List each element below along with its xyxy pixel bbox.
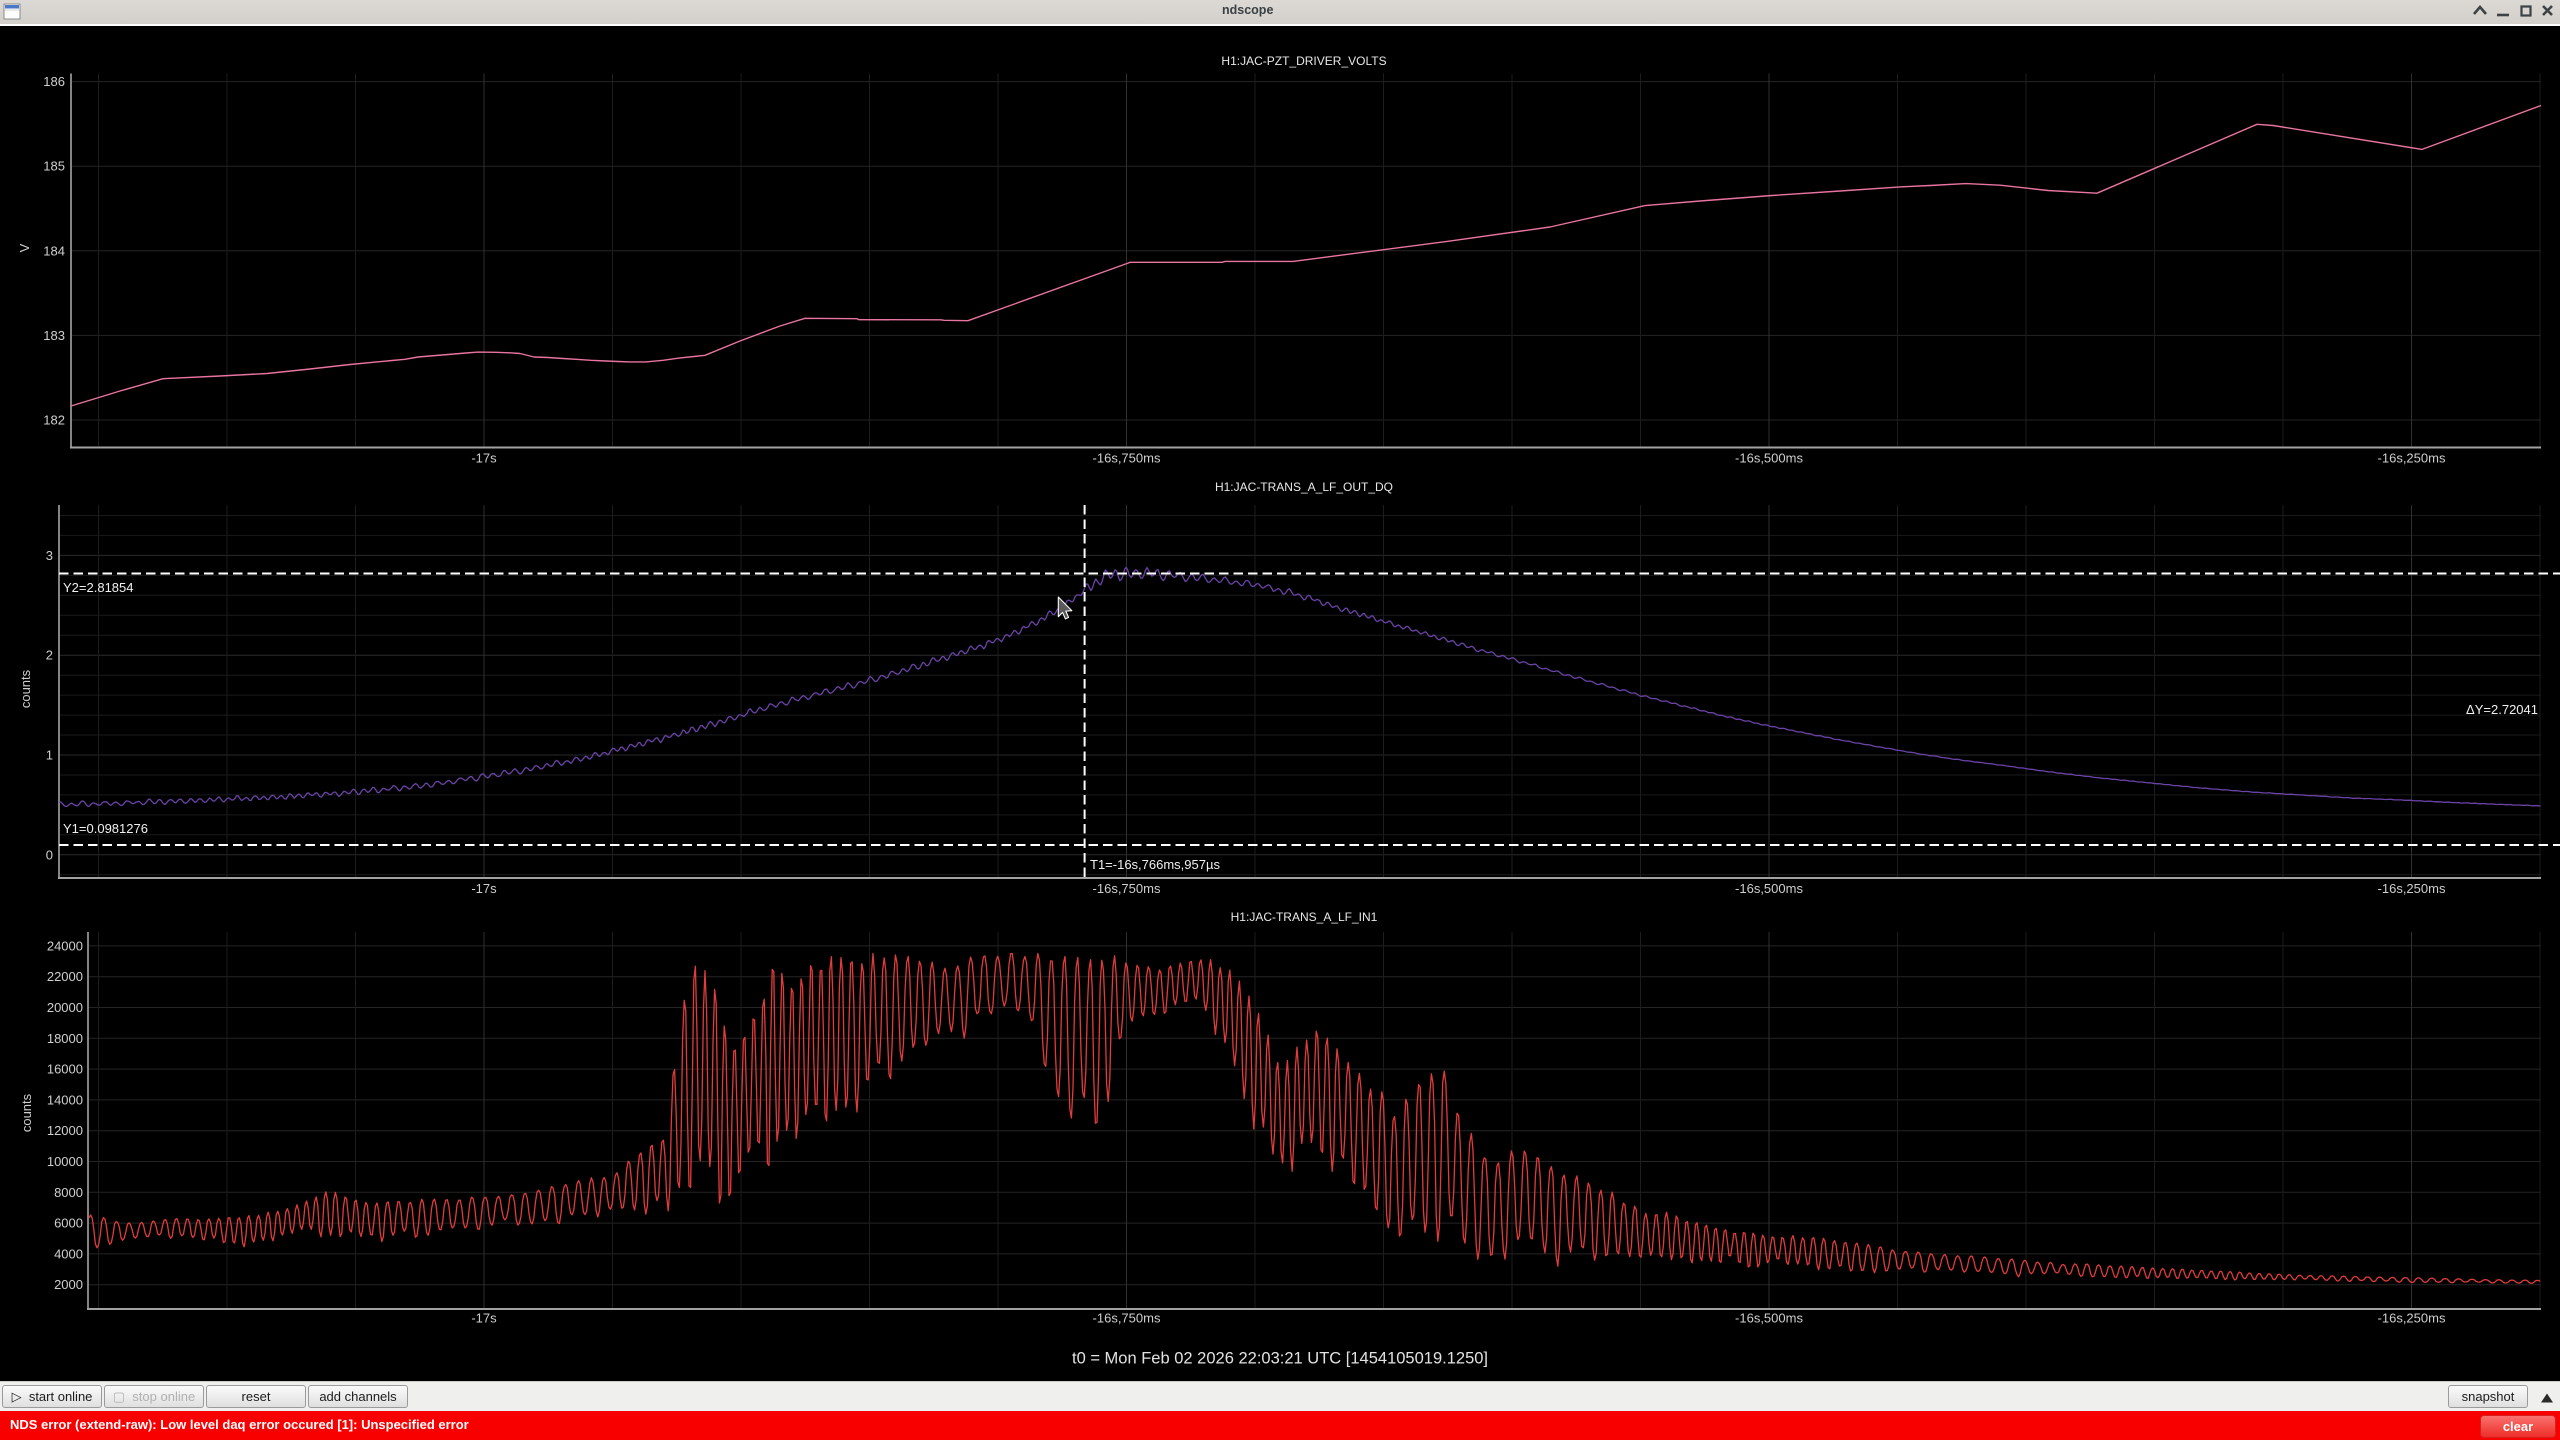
svg-text:4000: 4000 xyxy=(54,1246,83,1261)
svg-text:counts: counts xyxy=(18,669,33,708)
svg-text:counts: counts xyxy=(19,1093,34,1132)
svg-text:183: 183 xyxy=(43,328,65,343)
svg-text:H1:JAC-TRANS_A_LF_IN1: H1:JAC-TRANS_A_LF_IN1 xyxy=(1231,910,1378,924)
svg-text:2000: 2000 xyxy=(54,1277,83,1292)
svg-text:22000: 22000 xyxy=(47,969,83,984)
svg-text:184: 184 xyxy=(43,243,65,258)
svg-text:186: 186 xyxy=(43,74,65,89)
svg-text:Y2=2.81854: Y2=2.81854 xyxy=(63,580,133,595)
svg-text:-16s,750ms: -16s,750ms xyxy=(1093,451,1161,466)
svg-text:-16s,500ms: -16s,500ms xyxy=(1735,451,1803,466)
svg-text:20000: 20000 xyxy=(47,1000,83,1015)
svg-text:-16s,500ms: -16s,500ms xyxy=(1735,1311,1803,1326)
svg-text:3: 3 xyxy=(46,548,53,563)
svg-text:Y1=0.0981276: Y1=0.0981276 xyxy=(63,821,148,836)
svg-text:185: 185 xyxy=(43,159,65,174)
svg-text:-16s,750ms: -16s,750ms xyxy=(1093,881,1161,896)
svg-text:-17s: -17s xyxy=(471,451,497,466)
svg-text:-16s,250ms: -16s,250ms xyxy=(2378,881,2446,896)
svg-text:H1:JAC-PZT_DRIVER_VOLTS: H1:JAC-PZT_DRIVER_VOLTS xyxy=(1221,54,1386,68)
svg-text:H1:JAC-TRANS_A_LF_OUT_DQ: H1:JAC-TRANS_A_LF_OUT_DQ xyxy=(1215,480,1393,494)
svg-text:T1=-16s,766ms,957µs: T1=-16s,766ms,957µs xyxy=(1090,857,1220,872)
svg-text:-17s: -17s xyxy=(471,1311,497,1326)
svg-text:8000: 8000 xyxy=(54,1185,83,1200)
svg-text:18000: 18000 xyxy=(47,1031,83,1046)
svg-text:-16s,500ms: -16s,500ms xyxy=(1735,881,1803,896)
svg-text:12000: 12000 xyxy=(47,1123,83,1138)
svg-text:2: 2 xyxy=(46,648,53,663)
svg-text:0: 0 xyxy=(46,847,53,862)
svg-text:24000: 24000 xyxy=(47,938,83,953)
svg-text:-16s,250ms: -16s,250ms xyxy=(2378,451,2446,466)
svg-text:182: 182 xyxy=(43,413,65,428)
svg-text:16000: 16000 xyxy=(47,1062,83,1077)
svg-text:1: 1 xyxy=(46,748,53,763)
svg-text:10000: 10000 xyxy=(47,1154,83,1169)
svg-text:14000: 14000 xyxy=(47,1092,83,1107)
svg-text:-16s,250ms: -16s,250ms xyxy=(2378,1311,2446,1326)
svg-text:-17s: -17s xyxy=(471,881,497,896)
svg-text:ΔY=2.72041: ΔY=2.72041 xyxy=(2466,702,2538,717)
svg-text:-16s,750ms: -16s,750ms xyxy=(1093,1311,1161,1326)
svg-text:V: V xyxy=(17,243,32,252)
svg-text:t0 = Mon Feb 02 2026 22:03:21: t0 = Mon Feb 02 2026 22:03:21 UTC [14541… xyxy=(1072,1350,1488,1368)
svg-text:6000: 6000 xyxy=(54,1216,83,1231)
